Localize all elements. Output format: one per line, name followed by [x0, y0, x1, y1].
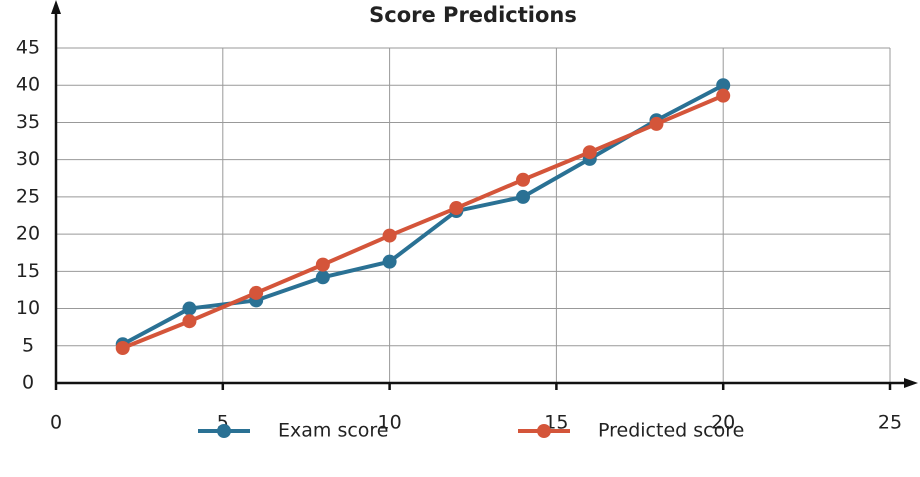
y-tick-label: 25 [16, 185, 40, 207]
y-tick-label: 30 [16, 148, 40, 170]
data-point [716, 78, 731, 93]
legend-label: Predicted score [598, 420, 744, 442]
y-tick-label: 45 [16, 37, 40, 59]
data-point [649, 116, 664, 131]
x-tick-label: 20 [711, 412, 735, 434]
data-point [716, 88, 731, 103]
data-point [315, 257, 330, 272]
y-tick-label: 5 [22, 334, 34, 356]
data-point [449, 201, 464, 216]
data-point [516, 189, 531, 204]
data-point [182, 301, 197, 316]
y-tick-label: 40 [16, 74, 40, 96]
data-point [249, 285, 264, 300]
data-point [582, 145, 597, 160]
data-point [182, 314, 197, 329]
data-point [115, 341, 130, 356]
x-tick-label: 25 [878, 412, 902, 434]
y-axis-arrow [51, 0, 61, 14]
y-tick-label: 10 [16, 297, 40, 319]
legend-label: Exam score [278, 420, 389, 442]
y-tick-label: 0 [22, 372, 34, 394]
data-point [315, 270, 330, 285]
data-point [382, 254, 397, 269]
y-tick-label: 20 [16, 223, 40, 245]
legend-marker [217, 424, 231, 438]
x-tick-label: 15 [544, 412, 568, 434]
data-point [516, 172, 531, 187]
x-tick-label: 10 [378, 412, 402, 434]
series-line [121, 93, 724, 350]
x-tick-label: 0 [50, 412, 62, 434]
y-tick-label: 15 [16, 260, 40, 282]
legend-marker [537, 424, 551, 438]
data-point [382, 228, 397, 243]
y-tick-label: 35 [16, 111, 40, 133]
x-axis-arrow [904, 378, 918, 388]
series-line [121, 83, 725, 347]
chart-title: Score Predictions [369, 3, 577, 27]
